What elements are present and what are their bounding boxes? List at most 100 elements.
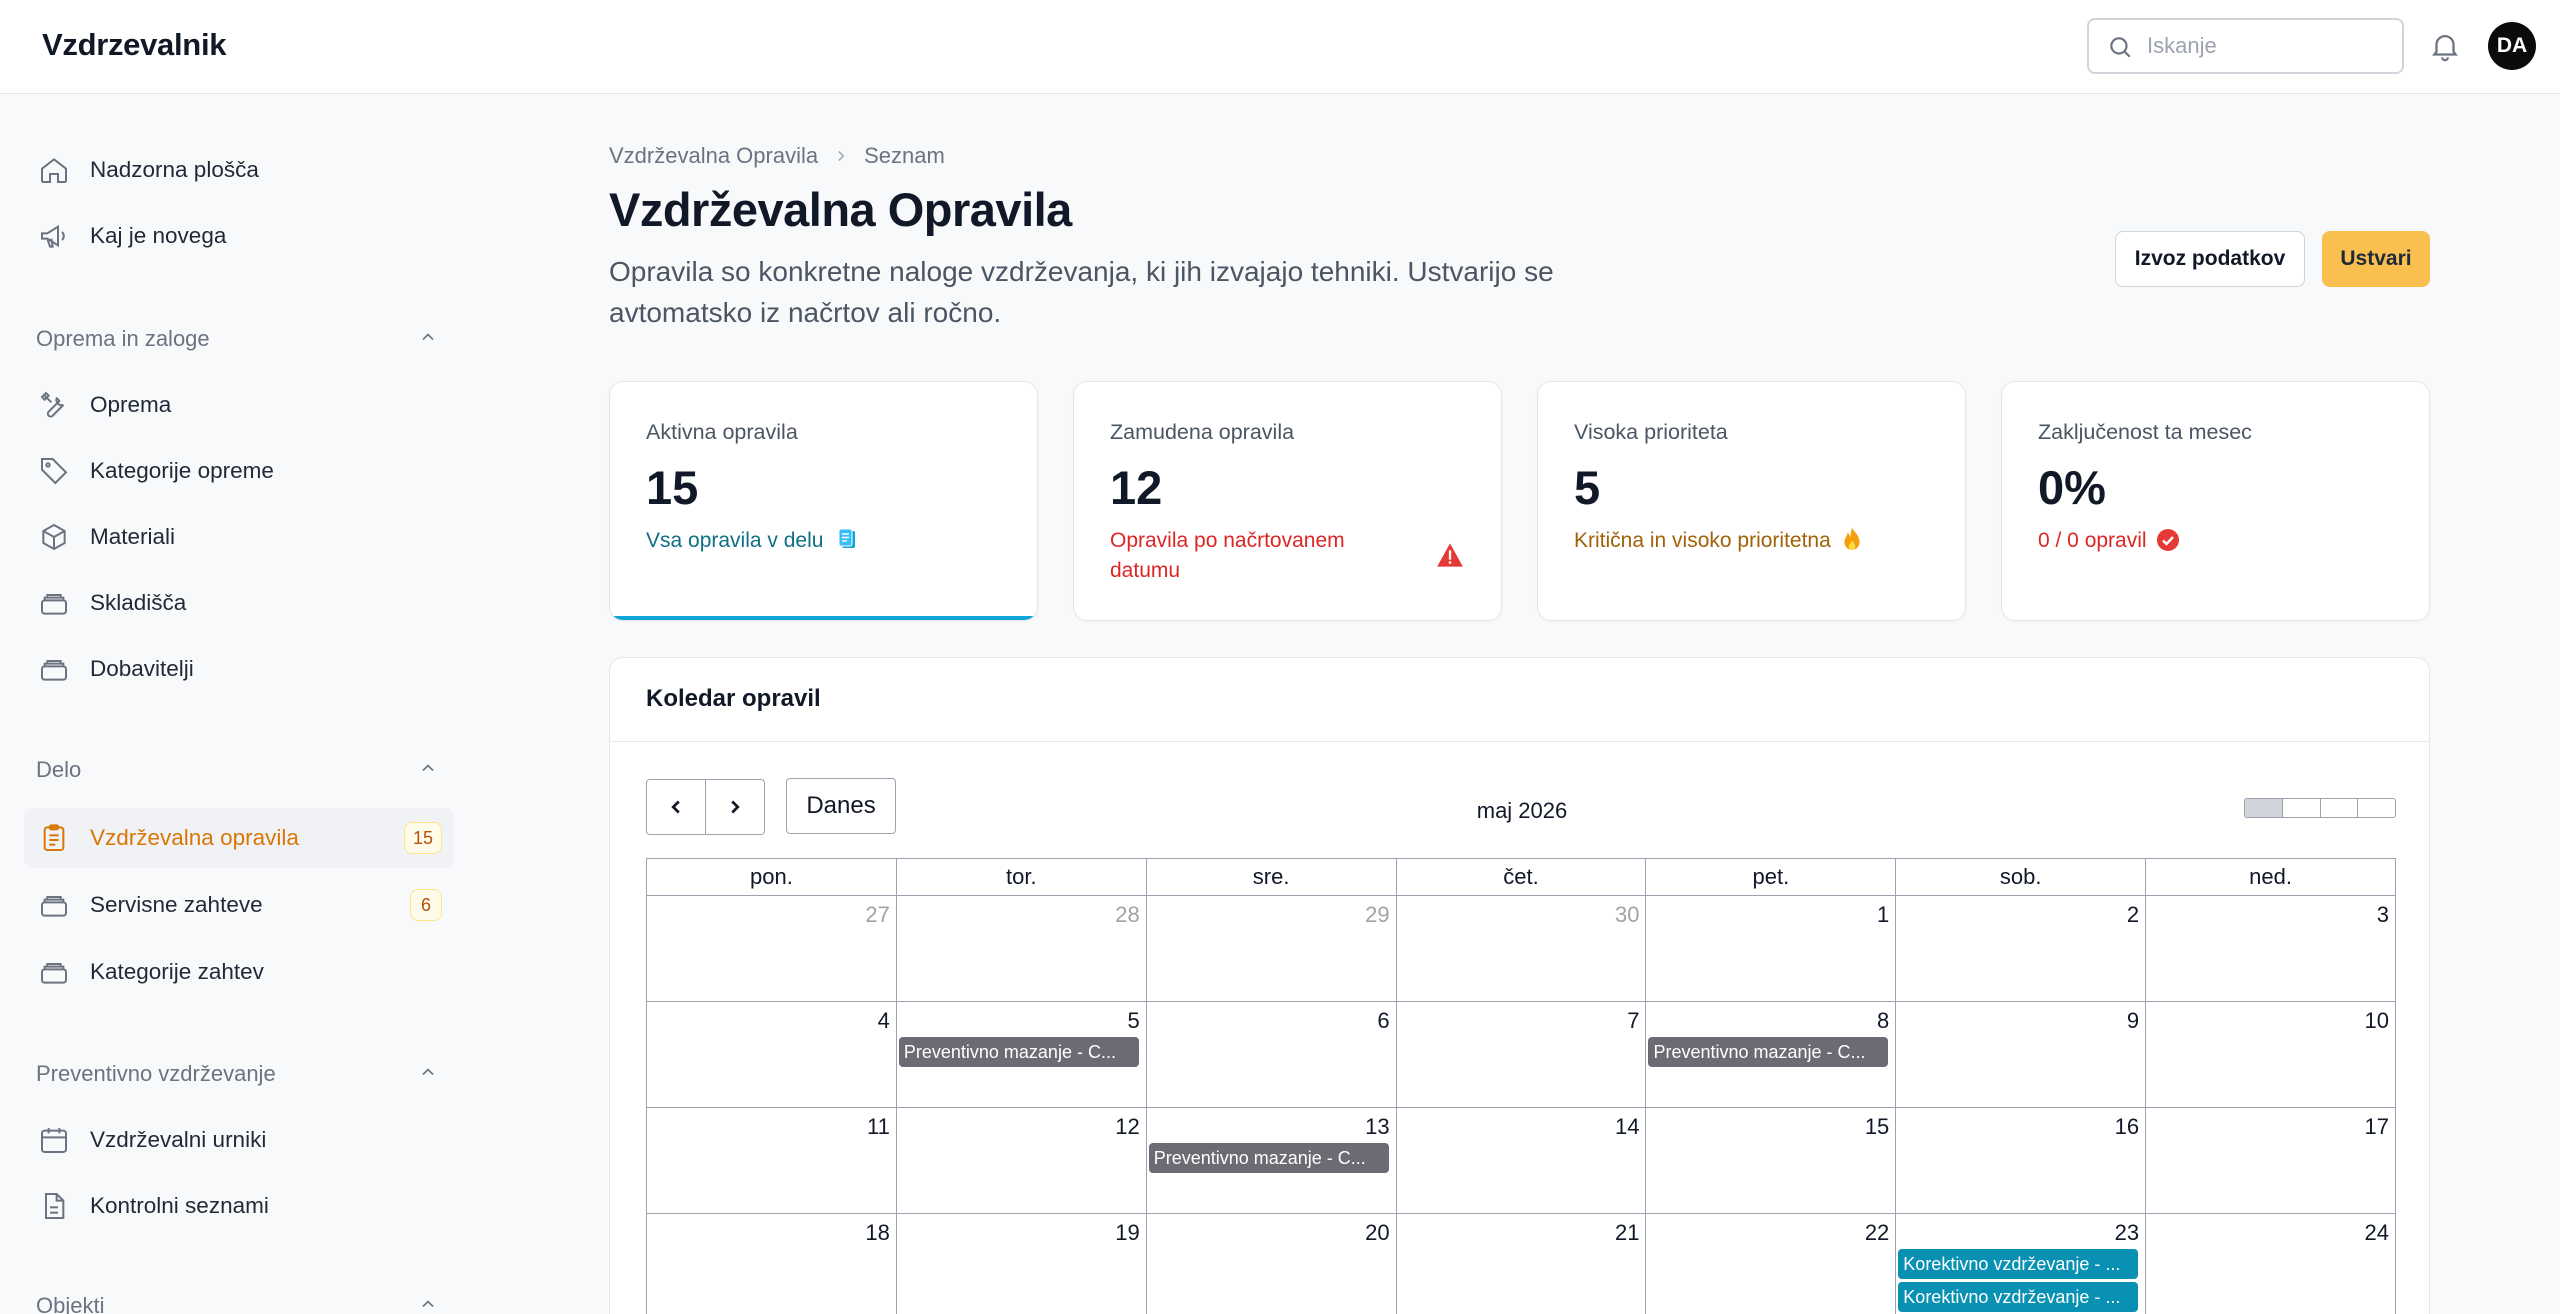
- sidebar-item-checklists[interactable]: Kontrolni seznami: [24, 1176, 454, 1236]
- calendar-view-toggle[interactable]: [2244, 798, 2396, 818]
- calendar-day-cell[interactable]: 1: [1646, 896, 1897, 1001]
- sidebar-item-service-requests[interactable]: Servisne zahteve 6: [24, 875, 454, 935]
- day-number[interactable]: 10: [2364, 1008, 2390, 1033]
- day-number[interactable]: 15: [1864, 1114, 1890, 1139]
- app-brand[interactable]: Vzdrzevalnik: [42, 27, 227, 62]
- day-number[interactable]: 28: [1115, 902, 1140, 927]
- calendar-day-cell[interactable]: 28: [897, 896, 1147, 1001]
- calendar-day-cell[interactable]: 10: [2146, 1002, 2395, 1107]
- stat-card-overdue[interactable]: Zamudena opravila 12 Opravila po načrtov…: [1073, 381, 1502, 621]
- group-title-equipment[interactable]: Oprema in zaloge: [36, 326, 210, 351]
- calendar-day-cell[interactable]: 3: [2146, 896, 2395, 1001]
- calendar-day-cell[interactable]: 13 Preventivno mazanje - C...: [1147, 1108, 1397, 1213]
- calendar-day-cell[interactable]: 18: [647, 1214, 897, 1314]
- calendar-day-cell[interactable]: 22: [1646, 1214, 1897, 1314]
- search-box[interactable]: [2087, 18, 2404, 74]
- day-number[interactable]: 27: [865, 902, 890, 927]
- day-number[interactable]: 19: [1115, 1220, 1140, 1245]
- calendar-event[interactable]: Korektivno vzdrževanje - ...: [1898, 1249, 2139, 1279]
- day-number[interactable]: 13: [1365, 1114, 1390, 1139]
- view-option-month[interactable]: [2245, 799, 2283, 817]
- day-number[interactable]: 29: [1365, 902, 1390, 927]
- view-option-day[interactable]: [2321, 799, 2359, 817]
- sidebar-item-whats-new[interactable]: Kaj je novega: [24, 206, 454, 266]
- sidebar-item-warehouses[interactable]: Skladišča: [24, 573, 454, 633]
- day-number[interactable]: 22: [1864, 1220, 1890, 1245]
- create-button[interactable]: Ustvari: [2322, 231, 2430, 287]
- day-number[interactable]: 9: [2126, 1008, 2140, 1033]
- day-number[interactable]: 24: [2364, 1220, 2390, 1245]
- day-number[interactable]: 1: [1877, 902, 1890, 927]
- sidebar-item-schedules[interactable]: Vzdrževalni urniki: [24, 1110, 454, 1170]
- day-number[interactable]: 5: [1127, 1008, 1140, 1033]
- day-number[interactable]: 6: [1377, 1008, 1390, 1033]
- calendar-day-cell[interactable]: 4: [647, 1002, 897, 1107]
- export-button[interactable]: Izvoz podatkov: [2115, 231, 2305, 287]
- day-number[interactable]: 7: [1627, 1008, 1640, 1033]
- sidebar-item-request-categories[interactable]: Kategorije zahtev: [24, 942, 454, 1002]
- calendar-day-cell[interactable]: 5 Preventivno mazanje - C...: [897, 1002, 1147, 1107]
- day-number[interactable]: 8: [1877, 1008, 1890, 1033]
- calendar-day-cell[interactable]: 27: [647, 896, 897, 1001]
- stat-card-high-priority[interactable]: Visoka prioriteta 5 Kritična in visoko p…: [1537, 381, 1966, 621]
- group-title-preventive[interactable]: Preventivno vzdrževanje: [36, 1061, 276, 1086]
- notification-bell-icon[interactable]: [2428, 28, 2462, 64]
- sidebar-item-materials[interactable]: Materiali: [24, 507, 454, 567]
- sidebar-item-suppliers[interactable]: Dobavitelji: [24, 639, 454, 699]
- calendar-day-cell[interactable]: 6: [1147, 1002, 1397, 1107]
- calendar-day-cell[interactable]: 8 Preventivno mazanje - C...: [1646, 1002, 1897, 1107]
- sidebar-item-equipment-categories[interactable]: Kategorije opreme: [24, 441, 454, 501]
- today-button[interactable]: Danes: [786, 778, 896, 834]
- day-number[interactable]: 14: [1614, 1114, 1640, 1139]
- stat-card-completion[interactable]: Zaključenost ta mesec 0% 0 / 0 opravil: [2001, 381, 2430, 621]
- day-number[interactable]: 21: [1614, 1220, 1640, 1245]
- calendar-day-cell[interactable]: 19: [897, 1214, 1147, 1314]
- day-number[interactable]: 30: [1614, 902, 1640, 927]
- sidebar-item-equipment[interactable]: Oprema: [24, 375, 454, 435]
- calendar-event[interactable]: Korektivno vzdrževanje - ...: [1898, 1282, 2139, 1312]
- previous-month-button[interactable]: [646, 779, 706, 835]
- day-number[interactable]: 23: [2114, 1220, 2140, 1245]
- day-number[interactable]: 16: [2114, 1114, 2140, 1139]
- calendar-day-cell[interactable]: 2: [1896, 896, 2147, 1001]
- day-number[interactable]: 20: [1365, 1220, 1390, 1245]
- calendar-day-cell[interactable]: 20: [1147, 1214, 1397, 1314]
- chevron-up-icon[interactable]: [418, 1294, 438, 1314]
- chevron-up-icon[interactable]: [418, 758, 438, 778]
- day-number[interactable]: 4: [877, 1008, 890, 1033]
- view-option-list[interactable]: [2358, 799, 2395, 817]
- day-number[interactable]: 11: [867, 1114, 890, 1139]
- calendar-day-cell[interactable]: 9: [1896, 1002, 2147, 1107]
- stat-card-active[interactable]: Aktivna opravila 15 Vsa opravila v delu: [609, 381, 1038, 621]
- day-number[interactable]: 2: [2126, 902, 2140, 927]
- chevron-up-icon[interactable]: [418, 1062, 438, 1082]
- calendar-event[interactable]: Preventivno mazanje - C...: [898, 1037, 1139, 1067]
- breadcrumb-parent[interactable]: Vzdrževalna Opravila: [609, 143, 819, 168]
- calendar-event[interactable]: Preventivno mazanje - C...: [1648, 1037, 1889, 1067]
- calendar-event[interactable]: Preventivno mazanje - C...: [1148, 1143, 1389, 1173]
- calendar-day-cell[interactable]: 21: [1397, 1214, 1647, 1314]
- view-option-week[interactable]: [2283, 799, 2321, 817]
- calendar-day-cell[interactable]: 15: [1646, 1108, 1897, 1213]
- group-title-facilities[interactable]: Objekti: [36, 1293, 105, 1314]
- calendar-day-cell[interactable]: 7: [1397, 1002, 1647, 1107]
- user-avatar[interactable]: DA: [2488, 22, 2536, 70]
- group-title-work[interactable]: Delo: [36, 757, 82, 782]
- search-input[interactable]: [2147, 28, 2387, 64]
- sidebar-item-dashboard[interactable]: Nadzorna plošča: [24, 140, 454, 200]
- next-month-button[interactable]: [705, 779, 765, 835]
- calendar-day-cell[interactable]: 17: [2146, 1108, 2395, 1213]
- day-number[interactable]: 3: [2376, 902, 2390, 927]
- day-number[interactable]: 17: [2364, 1114, 2390, 1139]
- calendar-day-cell[interactable]: 14: [1397, 1108, 1647, 1213]
- calendar-day-cell[interactable]: 12: [897, 1108, 1147, 1213]
- calendar-day-cell[interactable]: 24: [2146, 1214, 2395, 1314]
- calendar-day-cell[interactable]: 30: [1397, 896, 1647, 1001]
- calendar-day-cell[interactable]: 16: [1896, 1108, 2147, 1213]
- chevron-up-icon[interactable]: [418, 327, 438, 347]
- day-number[interactable]: 12: [1115, 1114, 1140, 1139]
- sidebar-item-maintenance-tasks[interactable]: Vzdrževalna opravila 15: [24, 808, 454, 868]
- calendar-day-cell[interactable]: 23 Korektivno vzdrževanje - ... Korektivno…: [1896, 1214, 2147, 1314]
- calendar-day-cell[interactable]: 11: [647, 1108, 897, 1213]
- calendar-day-cell[interactable]: 29: [1147, 896, 1397, 1001]
